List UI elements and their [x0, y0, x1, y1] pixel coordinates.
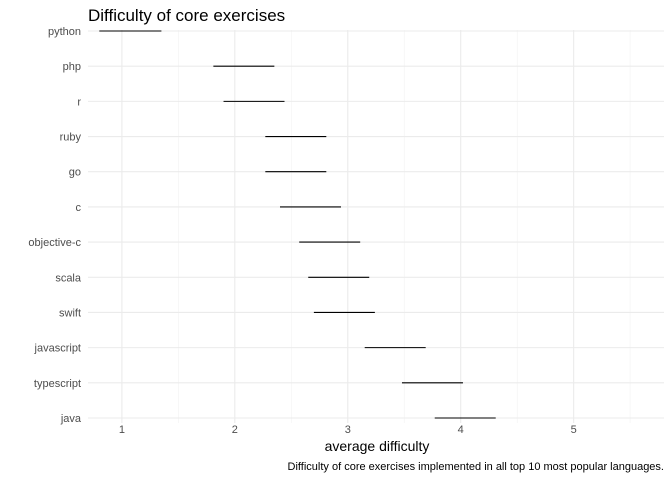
x-tick-label: 1 [119, 424, 125, 436]
y-tick-label: c [76, 202, 82, 214]
x-axis-label: average difficulty [325, 438, 430, 454]
grid [88, 30, 664, 423]
y-tick-label: ruby [60, 132, 82, 144]
y-tick-label: javascript [34, 343, 81, 355]
chart-title: Difficulty of core exercises [88, 6, 285, 25]
chart-caption: Difficulty of core exercises implemented… [288, 461, 664, 473]
x-tick-label: 5 [571, 424, 577, 436]
y-tick-label: objective-c [28, 237, 81, 249]
y-tick-label: r [77, 96, 81, 108]
y-tick-label: go [69, 167, 81, 179]
segments [99, 30, 496, 419]
x-tick-label: 2 [232, 424, 238, 436]
y-tick-label: scala [55, 272, 82, 284]
y-axis-tick-labels: python php r ruby go c objective-c scala swift ja… [28, 26, 81, 425]
y-tick-label: typescript [34, 378, 81, 390]
x-tick-label: 3 [345, 424, 351, 436]
x-tick-label: 4 [458, 424, 464, 436]
y-tick-label: swift [59, 307, 81, 319]
y-tick-label: php [63, 61, 81, 73]
y-tick-label: java [60, 413, 82, 425]
x-axis-tick-labels: 1 2 3 4 5 [119, 424, 577, 436]
y-tick-label: python [48, 26, 81, 38]
